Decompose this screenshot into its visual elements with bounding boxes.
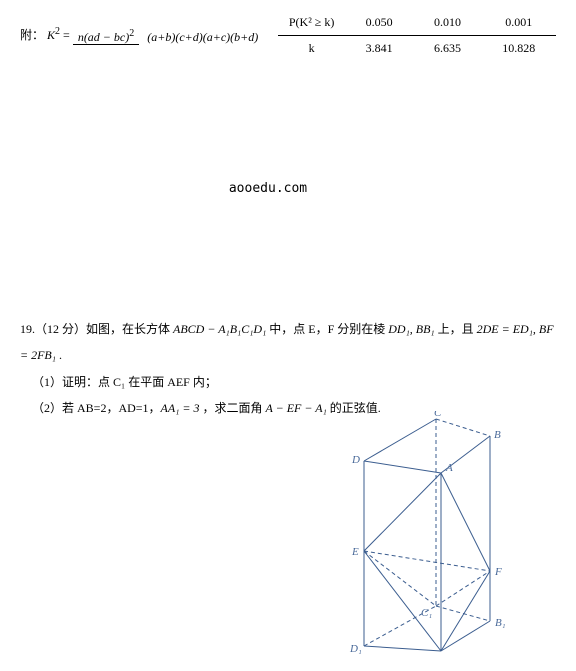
svg-text:F: F [494,566,502,578]
svg-text:D₁: D₁ [349,643,362,655]
table-header-label: P(K² ≥ k) [278,10,345,36]
formula-prefix: 附： [20,28,44,42]
svg-text:A: A [445,462,453,474]
watermark-text: aooedu.com [0,181,556,196]
svg-text:A₁: A₁ [438,654,450,656]
table-row-val: 10.828 [482,36,556,62]
svg-text:D: D [351,454,360,466]
table-row-val: 6.635 [413,36,481,62]
svg-text:C₁: C₁ [421,607,432,619]
table-header-val: 0.050 [345,10,413,36]
svg-text:C: C [434,411,442,419]
k-squared-formula: 附： K2 = n(ad − bc)2 (a+b)(c+d)(a+c)(b+d) [20,26,263,45]
table-row-val: 3.841 [345,36,413,62]
table-row-label: k [278,36,345,62]
table-header-val: 0.001 [482,10,556,36]
table-header-val: 0.010 [413,10,481,36]
svg-text:B: B [494,429,501,441]
problem-19: 19.（12 分）如图，在长方体 ABCD − A₁B₁C₁D₁ 中，点 E，F… [20,316,556,422]
critical-value-table: P(K² ≥ k) 0.050 0.010 0.001 k 3.841 6.63… [278,10,556,61]
svg-text:E: E [351,546,359,558]
geometry-figure: C B D A E F C₁ B₁ D₁ A₁ [346,411,506,656]
svg-text:B₁: B₁ [495,617,506,629]
